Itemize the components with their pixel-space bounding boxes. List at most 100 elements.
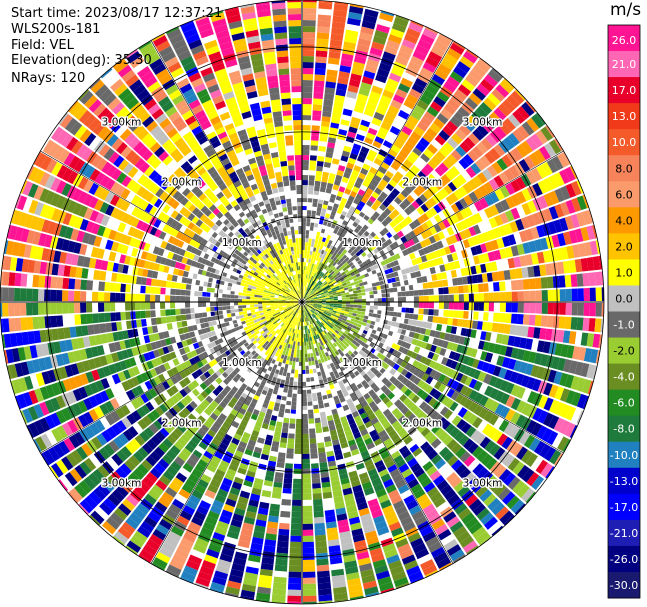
velocity-cell (391, 407, 400, 416)
velocity-cell (302, 511, 313, 518)
velocity-cell (399, 243, 407, 251)
velocity-cell (424, 237, 432, 246)
velocity-cell (396, 366, 405, 374)
velocity-cell (516, 446, 528, 460)
velocity-cell (408, 570, 424, 582)
velocity-cell (313, 305, 318, 307)
velocity-cell (443, 539, 459, 551)
velocity-cell (583, 287, 590, 302)
velocity-cell (548, 206, 559, 220)
velocity-cell (216, 417, 225, 426)
velocity-cell (312, 348, 316, 353)
velocity-cell (350, 282, 356, 286)
velocity-cell (303, 8, 317, 15)
velocity-cell (373, 438, 383, 447)
velocity-cell (420, 167, 431, 177)
velocity-cell (309, 250, 313, 256)
velocity-cell (349, 307, 354, 310)
velocity-cell (226, 298, 231, 302)
velocity-cell (565, 390, 576, 405)
velocity-cell (313, 298, 318, 301)
velocity-cell (438, 162, 449, 174)
velocity-cell (522, 350, 531, 362)
velocity-cell (493, 447, 506, 460)
velocity-cell (423, 445, 434, 456)
velocity-cell (206, 307, 211, 312)
velocity-cell (234, 295, 239, 299)
velocity-cell (158, 546, 174, 559)
velocity-cell (366, 252, 373, 259)
velocity-cell (369, 265, 375, 271)
velocity-cell (180, 308, 186, 315)
velocity-cell (479, 101, 493, 115)
velocity-cell (302, 74, 314, 81)
velocity-cell (369, 547, 383, 557)
velocity-cell (165, 486, 178, 498)
velocity-cell (290, 319, 293, 324)
velocity-cell (234, 507, 246, 517)
velocity-cell (344, 35, 358, 44)
velocity-cell (309, 297, 314, 300)
velocity-cell (366, 396, 374, 405)
velocity-cell (357, 407, 366, 415)
velocity-cell (496, 158, 508, 171)
velocity-cell (2, 287, 9, 301)
velocity-cell (433, 309, 439, 316)
velocity-cell (424, 177, 434, 187)
velocity-cell (337, 250, 343, 256)
velocity-cell (449, 116, 462, 128)
velocity-cell (499, 406, 511, 419)
velocity-cell (580, 362, 590, 378)
velocity-cell (563, 359, 572, 373)
velocity-cell (471, 146, 484, 158)
velocity-cell (312, 202, 318, 208)
velocity-cell (334, 283, 339, 288)
velocity-cell (313, 303, 318, 306)
velocity-cell (403, 241, 411, 249)
velocity-cell (587, 209, 594, 224)
velocity-cell (406, 499, 419, 511)
velocity-cell (563, 231, 572, 245)
velocity-cell (190, 313, 196, 320)
velocity-cell (554, 401, 565, 416)
velocity-cell (303, 290, 305, 295)
velocity-cell (425, 228, 433, 238)
velocity-cell (376, 245, 383, 252)
velocity-cell (316, 265, 321, 270)
velocity-cell (475, 159, 486, 171)
velocity-cell (316, 564, 330, 572)
velocity-cell (559, 420, 571, 435)
velocity-cell (305, 303, 310, 305)
velocity-cell (171, 498, 185, 510)
velocity-cell (384, 83, 397, 94)
velocity-cell (327, 539, 340, 547)
velocity-cell (409, 252, 416, 260)
velocity-cell (286, 322, 290, 327)
velocity-cell (208, 277, 214, 283)
velocity-cell (416, 206, 425, 216)
velocity-cell (289, 336, 293, 341)
velocity-cell (445, 398, 455, 409)
velocity-cell (312, 368, 317, 374)
velocity-cell (459, 468, 472, 480)
velocity-cell (305, 278, 307, 283)
velocity-cell (376, 326, 382, 332)
velocity-cell (476, 507, 490, 521)
velocity-cell (373, 111, 385, 121)
velocity-cell (364, 264, 370, 270)
velocity-cell (486, 426, 498, 439)
velocity-cell (397, 543, 411, 554)
velocity-cell (295, 357, 299, 362)
velocity-cell (302, 493, 312, 500)
velocity-cell (311, 468, 320, 474)
velocity-cell (335, 313, 340, 317)
velocity-cell (354, 208, 361, 215)
velocity-cell (510, 313, 518, 324)
velocity-cell (460, 327, 467, 337)
velocity-cell (536, 366, 546, 380)
velocity-cell (278, 331, 283, 336)
velocity-cell (348, 312, 353, 316)
velocity-cell (496, 433, 508, 446)
velocity-cell (362, 281, 368, 286)
velocity-cell (318, 328, 322, 334)
